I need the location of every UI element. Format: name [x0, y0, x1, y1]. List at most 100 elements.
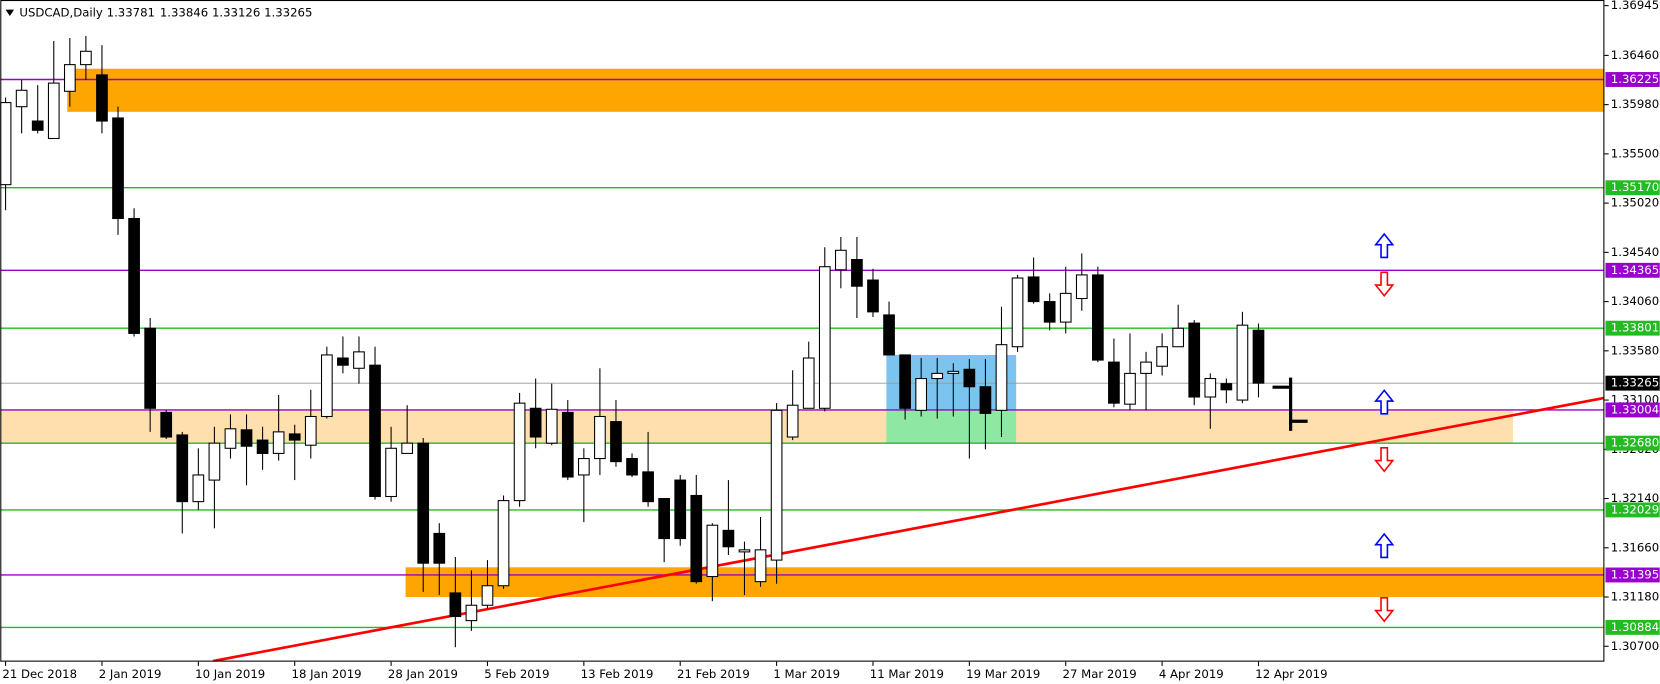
level-label-box	[1605, 402, 1660, 418]
arrow-down	[1374, 271, 1395, 298]
candle-body	[0, 102, 12, 186]
candle-body	[63, 64, 76, 92]
level-label: 1.36225	[1611, 72, 1659, 86]
y-tick-label: 1.36460	[1611, 48, 1659, 62]
annotations: USDCAD,Daily 1.33781 1.33846 1.33126 1.3…	[5, 5, 1395, 623]
candle-body	[883, 314, 895, 356]
y-tick-label: 1.31660	[1611, 540, 1659, 554]
level-label: 1.32029	[1611, 502, 1659, 516]
price-marker	[1272, 377, 1308, 431]
level-label-box	[1605, 262, 1660, 278]
candle-body	[47, 82, 60, 140]
y-tick-label: 1.33580	[1611, 343, 1659, 357]
candle-body	[481, 585, 494, 606]
arrows	[1374, 232, 1395, 623]
candle-body	[401, 442, 414, 454]
x-tick-label: 1 Mar 2019	[773, 667, 840, 681]
candle-body	[722, 529, 735, 548]
arrow-up	[1374, 232, 1395, 259]
y-tick-label: 1.35020	[1611, 196, 1659, 210]
x-tick-label: 28 Jan 2019	[388, 667, 458, 681]
candle-body	[31, 120, 44, 131]
candle-body	[931, 372, 944, 380]
level-label-box	[1605, 619, 1660, 635]
candle-body	[385, 447, 397, 498]
candle-body	[899, 354, 911, 409]
candle-body	[449, 592, 462, 618]
candle-body	[786, 404, 799, 438]
plot-area	[0, 35, 1605, 662]
current-price-label: 1.33265	[1611, 376, 1659, 390]
level-label-box	[1605, 180, 1660, 196]
trendline	[212, 396, 1605, 662]
ohlc-low: 1.33126	[212, 5, 260, 19]
candle-body	[1156, 346, 1168, 367]
candle-body	[320, 354, 333, 418]
candle-body	[224, 428, 237, 449]
candle-body	[658, 498, 671, 540]
plot-border	[0, 0, 1605, 662]
candle-body	[433, 532, 446, 564]
candle-body	[674, 479, 687, 540]
candle-body	[802, 357, 815, 409]
x-tick-label: 12 Apr 2019	[1255, 667, 1327, 681]
level-label: 1.34365	[1611, 263, 1659, 277]
arrow-up	[1374, 532, 1395, 559]
candle-body	[851, 259, 863, 287]
candle-body	[690, 494, 703, 583]
candle-body	[1124, 372, 1136, 405]
ohlc-open: 1.33781	[107, 5, 155, 19]
candle-body	[369, 364, 381, 498]
zone	[405, 567, 1605, 598]
candle-body	[128, 217, 140, 334]
candle-body	[738, 549, 751, 553]
candle-body	[1059, 292, 1072, 323]
candle-body	[1236, 324, 1249, 401]
y-tick-label: 1.35500	[1611, 146, 1659, 160]
candle-body	[176, 434, 189, 503]
x-tick-label: 19 Mar 2019	[966, 667, 1040, 681]
candle-body	[1075, 274, 1088, 300]
level-label: 1.31395	[1611, 567, 1659, 581]
candle-body	[1172, 327, 1185, 348]
chart-title: USDCAD,Daily	[19, 5, 102, 19]
y-tick-label: 1.31180	[1611, 590, 1659, 604]
candle-body	[192, 474, 205, 503]
level-label: 1.33004	[1611, 402, 1659, 416]
candle-body	[272, 431, 285, 454]
x-tick-label: 21 Dec 2018	[2, 667, 77, 681]
level-label-box	[1605, 567, 1660, 583]
candle-body	[1204, 377, 1217, 398]
level-label-box	[1605, 502, 1660, 518]
x-tick-label: 13 Feb 2019	[581, 667, 654, 681]
candle-body	[1027, 276, 1040, 303]
level-label: 1.35170	[1611, 180, 1659, 194]
candle-body	[963, 368, 976, 388]
candle-body	[1220, 383, 1233, 391]
candle-body	[979, 386, 992, 414]
current-price-box	[1605, 375, 1660, 391]
x-tick-label: 27 Mar 2019	[1063, 667, 1137, 681]
x-tick-label: 18 Jan 2019	[292, 667, 362, 681]
x-tick-label: 4 Apr 2019	[1159, 667, 1224, 681]
candle-body	[112, 117, 124, 220]
candle-body	[915, 377, 928, 411]
candle-body	[1043, 301, 1056, 323]
candle-body	[642, 471, 654, 503]
candle-body	[1140, 361, 1152, 374]
candle-body	[1252, 329, 1265, 384]
candle-body	[561, 411, 574, 478]
zone	[886, 409, 1017, 444]
candle-body	[513, 402, 526, 502]
candle-body	[1108, 361, 1120, 404]
candle-body	[256, 439, 269, 454]
candle-body	[626, 458, 638, 476]
y-tick-label: 1.34540	[1611, 245, 1659, 259]
y-tick-label: 1.30700	[1611, 639, 1659, 653]
arrow-down	[1374, 447, 1395, 473]
candle-body	[208, 442, 221, 481]
candle-body	[610, 421, 622, 463]
